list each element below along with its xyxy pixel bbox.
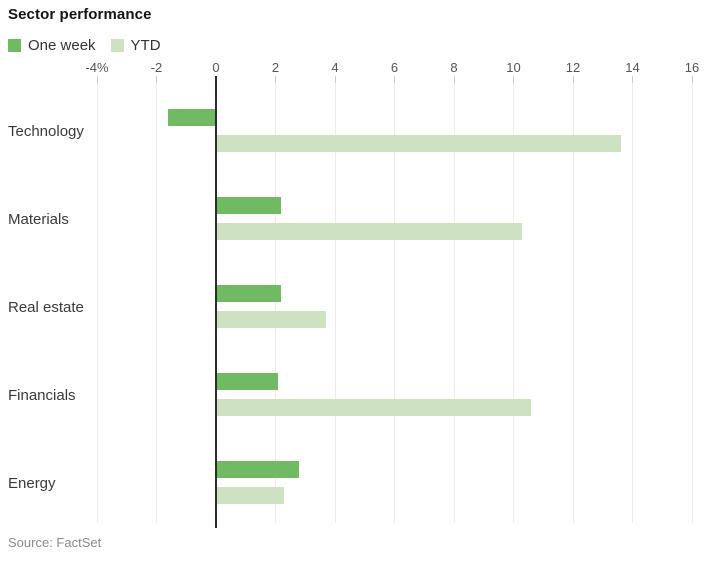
gridline: [394, 83, 395, 523]
legend-label-ytd: YTD: [130, 37, 161, 54]
gridline: [691, 83, 693, 523]
x-axis-label: -2: [150, 60, 163, 75]
bar-ytd: [216, 223, 523, 240]
category-label: Energy: [8, 475, 56, 492]
category-label: Financials: [8, 387, 76, 404]
x-axis-label: 14: [625, 60, 640, 75]
source-note: Source: FactSet: [8, 535, 102, 550]
x-axis-label: -4%: [85, 60, 109, 75]
x-axis-label: 12: [565, 60, 581, 75]
x-axis-tick: [632, 76, 633, 83]
x-axis-label: 16: [684, 60, 700, 75]
gridline: [334, 83, 336, 523]
chart-area: -4% -2 0 2 4 6 8 10 12 14 16 Technology Materials Re…: [8, 60, 699, 528]
x-axis-tick: [215, 76, 217, 83]
chart-row: Financials: [8, 347, 692, 435]
x-axis-tick: [156, 76, 157, 83]
x-axis-labels: -4% -2 0 2 4 6 8 10 12 14 16: [85, 60, 699, 75]
x-axis-ticks: [96, 76, 693, 83]
x-axis-label: 6: [390, 60, 399, 75]
x-axis-tick: [334, 76, 336, 83]
x-axis-tick: [453, 76, 455, 83]
x-axis-tick: [691, 76, 693, 83]
legend: One week YTD: [8, 37, 161, 54]
ytd-swatch-icon: [110, 39, 124, 52]
one-week-swatch-icon: [8, 39, 21, 52]
category-label: Materials: [8, 211, 69, 228]
bar-one-week: [216, 373, 279, 390]
bar-one-week: [216, 285, 282, 302]
legend-label-one-week: One week: [28, 37, 96, 54]
zero-axis-line: [215, 83, 217, 528]
bar-one-week: [168, 109, 216, 126]
x-axis-label: 10: [506, 60, 521, 75]
bar-ytd: [216, 311, 327, 328]
chart-row: Real estate: [8, 259, 692, 347]
gridline: [275, 83, 276, 523]
x-axis-label: 4: [331, 60, 339, 75]
x-axis-label: 2: [271, 60, 280, 75]
bar-one-week: [216, 461, 300, 478]
bar-ytd: [216, 399, 532, 416]
plot-area: Technology Materials Real estate Financials…: [8, 83, 693, 528]
chart-row: Energy: [8, 435, 692, 523]
category-label: Real estate: [8, 299, 84, 316]
x-axis-tick: [96, 76, 98, 83]
x-axis-label: 8: [450, 60, 458, 75]
chart-row: Technology: [8, 83, 692, 171]
gridline: [453, 83, 455, 523]
gridline: [513, 83, 514, 523]
chart-title: Sector performance: [8, 6, 152, 23]
bar-ytd: [216, 487, 285, 504]
x-axis-label: 0: [212, 60, 220, 75]
gridline: [632, 83, 633, 523]
bar-one-week: [216, 197, 282, 214]
category-label: Technology: [8, 123, 84, 140]
gridline: [572, 83, 574, 523]
x-axis-tick: [394, 76, 395, 83]
legend-item-one-week: One week: [8, 37, 96, 54]
bar-ytd: [216, 135, 621, 152]
x-axis-tick: [513, 76, 514, 83]
gridline: [96, 83, 98, 523]
gridline: [156, 83, 157, 523]
x-axis-tick: [572, 76, 574, 83]
chart-row: Materials: [8, 171, 692, 259]
x-axis-tick: [275, 76, 276, 83]
legend-item-ytd: YTD: [110, 37, 161, 54]
